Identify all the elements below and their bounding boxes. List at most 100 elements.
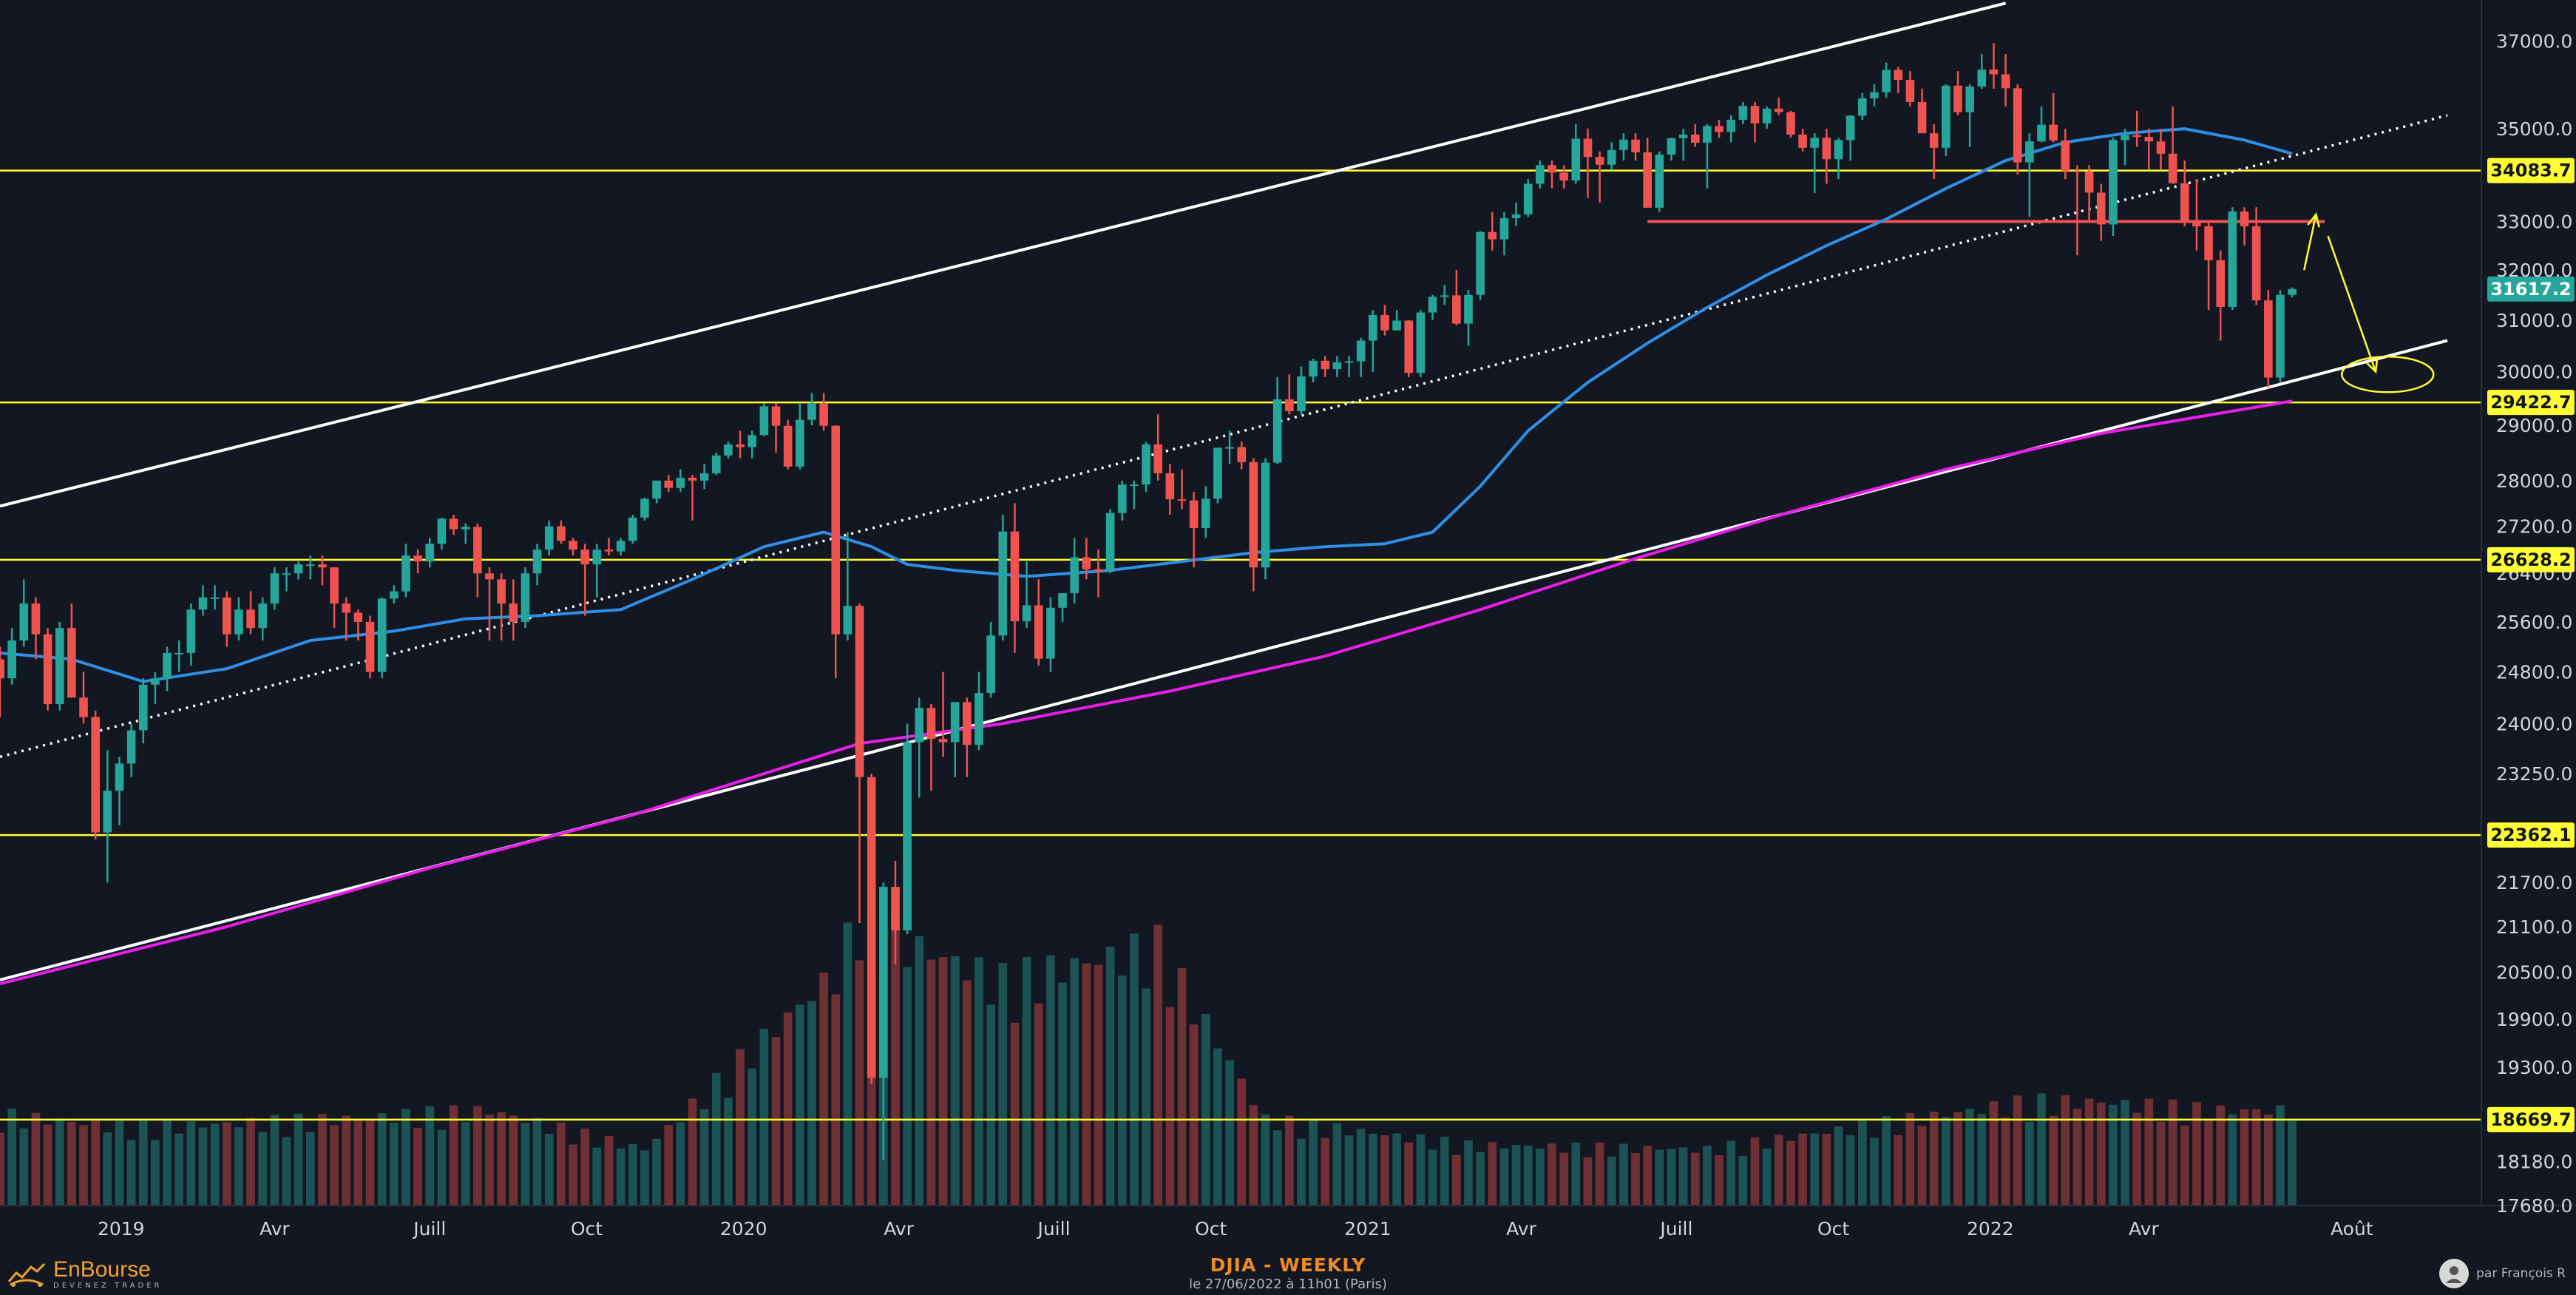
volume-bar xyxy=(1416,1134,1426,1206)
volume-bar xyxy=(1678,1147,1688,1206)
candle-body xyxy=(1130,484,1139,487)
candle-body xyxy=(2061,140,2070,171)
brand-logo[interactable]: EnBourse DEVENEZ TRADER xyxy=(6,1257,162,1291)
candle-body xyxy=(1858,98,1867,116)
volume-bar xyxy=(699,1109,709,1206)
candle-body xyxy=(1929,133,1939,148)
time-tick-label: Août xyxy=(2331,1218,2373,1240)
volume-bar xyxy=(2013,1095,2022,1206)
user-icon xyxy=(2446,1266,2463,1283)
candle-body xyxy=(1810,138,1820,148)
volume-bar xyxy=(688,1098,697,1206)
candle-body xyxy=(1332,362,1342,370)
volume-bar xyxy=(1858,1120,1867,1206)
volume-bar xyxy=(1810,1133,1820,1206)
price-tick-label: 18180.0 xyxy=(2496,1152,2572,1173)
volume-bar xyxy=(234,1127,243,1206)
volume-bar xyxy=(270,1115,279,1206)
candle-body xyxy=(592,550,602,565)
candle-body xyxy=(736,444,745,447)
candle-body xyxy=(2216,260,2226,308)
volume-bar xyxy=(1034,1003,1043,1206)
candle-body xyxy=(1058,593,1067,608)
candle-body xyxy=(1237,447,1247,462)
level-price-label: 26628.2 xyxy=(2490,550,2571,570)
volume-bar xyxy=(1762,1149,1772,1206)
candle-body xyxy=(55,628,64,704)
candle-body xyxy=(1321,360,1330,370)
candle-body xyxy=(2156,141,2166,154)
volume-bar xyxy=(544,1134,554,1206)
candle-body xyxy=(1834,140,1843,160)
volume-bar xyxy=(282,1137,291,1206)
volume-bar xyxy=(390,1123,399,1206)
candle-body xyxy=(473,527,482,574)
volume-bar xyxy=(711,1072,721,1206)
volume-bar xyxy=(2109,1104,2118,1206)
candle-body xyxy=(1261,462,1270,568)
level-price-badge xyxy=(2487,822,2575,848)
level-price-badge xyxy=(2487,158,2575,183)
volume-bar xyxy=(2037,1093,2046,1206)
volume-bar xyxy=(1272,1130,1282,1206)
candle-body xyxy=(2180,183,2189,223)
candle-body xyxy=(2084,172,2094,193)
volume-bar xyxy=(330,1125,339,1206)
candle-body xyxy=(186,609,196,653)
candle-body xyxy=(1715,126,1723,132)
candle-body xyxy=(580,550,589,565)
time-axis[interactable]: 2019 Avr Juill Oct 2020 Avr Juill Oct 2021 Avr Jui… xyxy=(98,1218,2373,1240)
level-price-badge xyxy=(2487,1106,2575,1132)
price-tick-label: 31000.0 xyxy=(2496,310,2572,331)
candle-body xyxy=(461,527,470,530)
candle-body xyxy=(915,708,924,743)
volume-bar xyxy=(1559,1152,1568,1206)
volume-bar xyxy=(783,1012,793,1206)
price-tick-label: 19300.0 xyxy=(2496,1057,2572,1078)
last-price-badge xyxy=(2487,276,2575,302)
time-tick-label: Avr xyxy=(2129,1218,2159,1240)
price-tick-label: 17680.0 xyxy=(2496,1195,2572,1217)
price-axis[interactable]: 17680.0 18180.0 18669.7 19300.0 19900.0 20500… xyxy=(2487,31,2575,1217)
time-tick-label: Oct xyxy=(1195,1218,1227,1240)
candle-body xyxy=(1631,139,1640,152)
volume-bar xyxy=(724,1097,733,1206)
candle-body xyxy=(819,403,828,426)
price-tick-label: 35000.0 xyxy=(2496,118,2572,140)
candle-body xyxy=(1464,294,1473,324)
volume-bar xyxy=(569,1144,577,1206)
candle-body xyxy=(103,791,112,833)
volume-bar xyxy=(31,1112,41,1206)
projection-up-arrow xyxy=(2303,214,2317,271)
volume-bar xyxy=(1511,1145,1521,1206)
volume-bar xyxy=(1130,933,1139,1206)
brand-name: EnBourse xyxy=(53,1257,151,1282)
volume-bar xyxy=(1189,1024,1199,1206)
candle-body xyxy=(2144,137,2154,142)
volume-bar xyxy=(1845,1135,1855,1206)
price-tick-label: 24000.0 xyxy=(2496,713,2572,734)
candle-body xyxy=(1678,135,1688,138)
candle-body xyxy=(1595,157,1604,165)
volume-bar xyxy=(1117,975,1127,1206)
candle-body xyxy=(2121,135,2129,141)
volume-bar xyxy=(91,1120,100,1206)
volume-bar xyxy=(1237,1078,1247,1206)
projection-down-arrow xyxy=(2327,235,2377,373)
time-tick-label: 2022 xyxy=(1967,1218,2014,1240)
candle-body xyxy=(891,887,900,931)
candle-body xyxy=(1309,360,1318,377)
volume-bar xyxy=(1917,1126,1927,1206)
candle-body xyxy=(1619,139,1628,150)
avatar[interactable] xyxy=(2439,1259,2470,1288)
time-tick-label: Juill xyxy=(1658,1218,1692,1240)
candle-body xyxy=(342,603,351,613)
candle-body xyxy=(1201,498,1210,528)
volume-bar xyxy=(2216,1105,2226,1206)
volume-bar xyxy=(1440,1137,1449,1206)
candle-body xyxy=(222,597,231,635)
volume-bar xyxy=(1834,1126,1843,1206)
volume-bar xyxy=(2240,1109,2249,1206)
candle-body xyxy=(1894,70,1903,81)
